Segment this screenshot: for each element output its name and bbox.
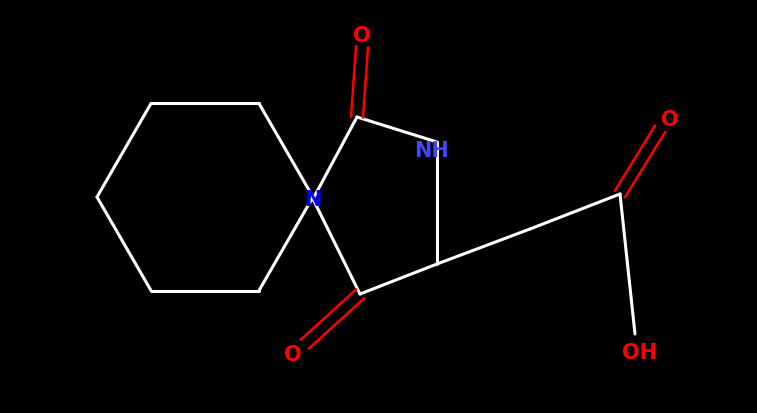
Text: O: O: [284, 344, 302, 364]
Text: N: N: [304, 190, 322, 209]
Text: O: O: [661, 110, 679, 130]
Text: O: O: [354, 26, 371, 46]
Text: OH: OH: [622, 342, 658, 362]
Text: NH: NH: [415, 141, 450, 161]
